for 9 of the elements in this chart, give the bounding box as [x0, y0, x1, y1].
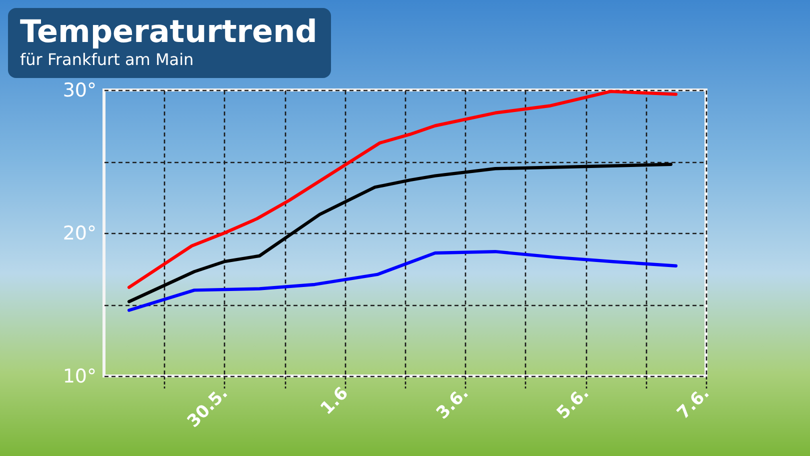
x-tick-label: 5.6. — [553, 383, 594, 424]
chart-title: Temperaturtrend — [20, 14, 318, 50]
x-tick-label: 7.6. — [674, 383, 714, 424]
y-tick-label: 10° — [62, 366, 96, 388]
x-tick-label: 3.6. — [432, 383, 473, 424]
chart-subtitle: für Frankfurt am Main — [20, 50, 195, 70]
y-tick-label: 30° — [62, 80, 96, 102]
y-tick-label: 20° — [62, 222, 96, 244]
x-tick-label: 1.6 — [316, 383, 352, 419]
